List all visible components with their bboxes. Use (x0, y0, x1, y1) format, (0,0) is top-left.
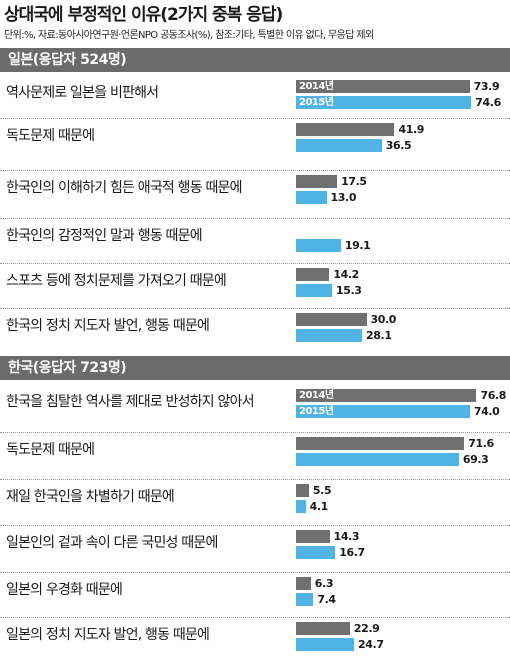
bar-y2015 (296, 453, 459, 466)
bar-y2015 (296, 329, 363, 342)
bar-value-label: 5.5 (312, 484, 332, 497)
bar-y2015 (296, 239, 341, 252)
bar-value-label: 24.7 (358, 638, 384, 651)
item-label: 한국을 침탈한 역사를 제대로 반성하지 않아서 (6, 394, 255, 410)
bar-y2014 (296, 123, 395, 136)
bar-y2015 (296, 191, 327, 204)
item-label: 일본의 우경화 때문에 (6, 582, 123, 598)
bar-y2014 (296, 313, 367, 326)
bar-y2014 (296, 175, 338, 188)
bar-value-label: 71.6 (468, 437, 494, 450)
bar-value-label: 41.9 (398, 123, 424, 136)
bar-value-label: 17.5 (341, 175, 367, 188)
section-header: 한국(응답자 723명) (0, 356, 510, 380)
row-divider (0, 479, 510, 480)
row-divider (0, 118, 510, 119)
bar-year-label: 2014년 (299, 390, 334, 401)
bar-value-label: 4.1 (309, 500, 329, 513)
chart-title: 상대국에 부정적인 이유(2가지 중복 응답) (4, 5, 283, 25)
item-label: 역사문제로 일본을 비판해서 (6, 85, 159, 101)
bar-y2015 (296, 593, 314, 606)
bar-value-label: 7.4 (317, 593, 336, 606)
item-label: 한국인의 이해하기 힘든 애국적 행동 때문에 (6, 180, 243, 196)
row-divider (0, 263, 510, 264)
item-label: 스포츠 등에 정치문제를 가져오기 때문에 (6, 273, 227, 289)
bar-y2014 (296, 530, 330, 543)
item-label: 재일 한국인을 차별하기 때문에 (6, 489, 175, 505)
bar-value-label: 13.0 (330, 191, 357, 204)
bar-year-label: 2014년 (299, 81, 334, 92)
bar-y2015 (296, 500, 306, 513)
bar-value-label: 74.6 (475, 96, 501, 109)
bar-y2015 (296, 638, 355, 651)
bar-y2015 (296, 405, 470, 418)
bar-value-label: 74.0 (473, 405, 500, 418)
bar-y2014 (296, 80, 470, 93)
row-divider (0, 617, 510, 618)
chart-subtitle: 단위:%, 자료:동아시아연구원·언론NPO 공동조사(%), 참조:기타, 특… (4, 30, 374, 41)
bar-value-label: 14.3 (333, 530, 360, 543)
item-label: 일본인의 겉과 속이 다른 국민성 때문에 (6, 535, 218, 551)
bar-value-label: 14.2 (333, 268, 359, 281)
bar-value-label: 76.8 (480, 389, 507, 402)
row-divider (0, 218, 510, 219)
section-header: 일본(응답자 524명) (0, 48, 510, 72)
bar-y2014 (296, 622, 350, 635)
item-label: 독도문제 때문에 (6, 442, 95, 458)
row-divider (0, 308, 510, 309)
item-label: 한국의 정치 지도자 발언, 행동 때문에 (6, 318, 210, 334)
bar-y2015 (296, 139, 382, 152)
row-divider (0, 170, 510, 171)
bar-y2014 (296, 577, 311, 590)
item-label: 독도문제 때문에 (6, 128, 95, 144)
row-divider (0, 525, 510, 526)
bar-y2014 (296, 389, 477, 402)
bar-value-label: 28.1 (366, 329, 392, 342)
bar-year-label: 2015년 (299, 406, 334, 417)
bar-value-label: 69.3 (462, 453, 489, 466)
bar-value-label: 6.3 (314, 577, 334, 590)
item-label: 한국인의 감정적인 말과 행동 때문에 (6, 228, 203, 244)
bar-value-label: 30.0 (370, 313, 397, 326)
bar-year-label: 2015년 (299, 97, 334, 108)
bar-y2015 (296, 284, 332, 297)
bar-value-label: 22.9 (353, 622, 380, 635)
bar-value-label: 16.7 (339, 546, 365, 559)
bar-y2014 (296, 484, 309, 497)
bar-y2015 (296, 546, 336, 559)
bar-y2014 (296, 268, 330, 281)
row-divider (0, 572, 510, 573)
bar-y2014 (296, 437, 465, 450)
bar-y2015 (296, 96, 472, 109)
bar-value-label: 73.9 (473, 80, 500, 93)
bar-value-label: 15.3 (335, 284, 362, 297)
bar-value-label: 19.1 (344, 239, 371, 252)
item-label: 일본의 정치 지도자 발언, 행동 때문에 (6, 627, 210, 643)
bar-value-label: 36.5 (385, 139, 412, 152)
row-divider (0, 432, 510, 433)
